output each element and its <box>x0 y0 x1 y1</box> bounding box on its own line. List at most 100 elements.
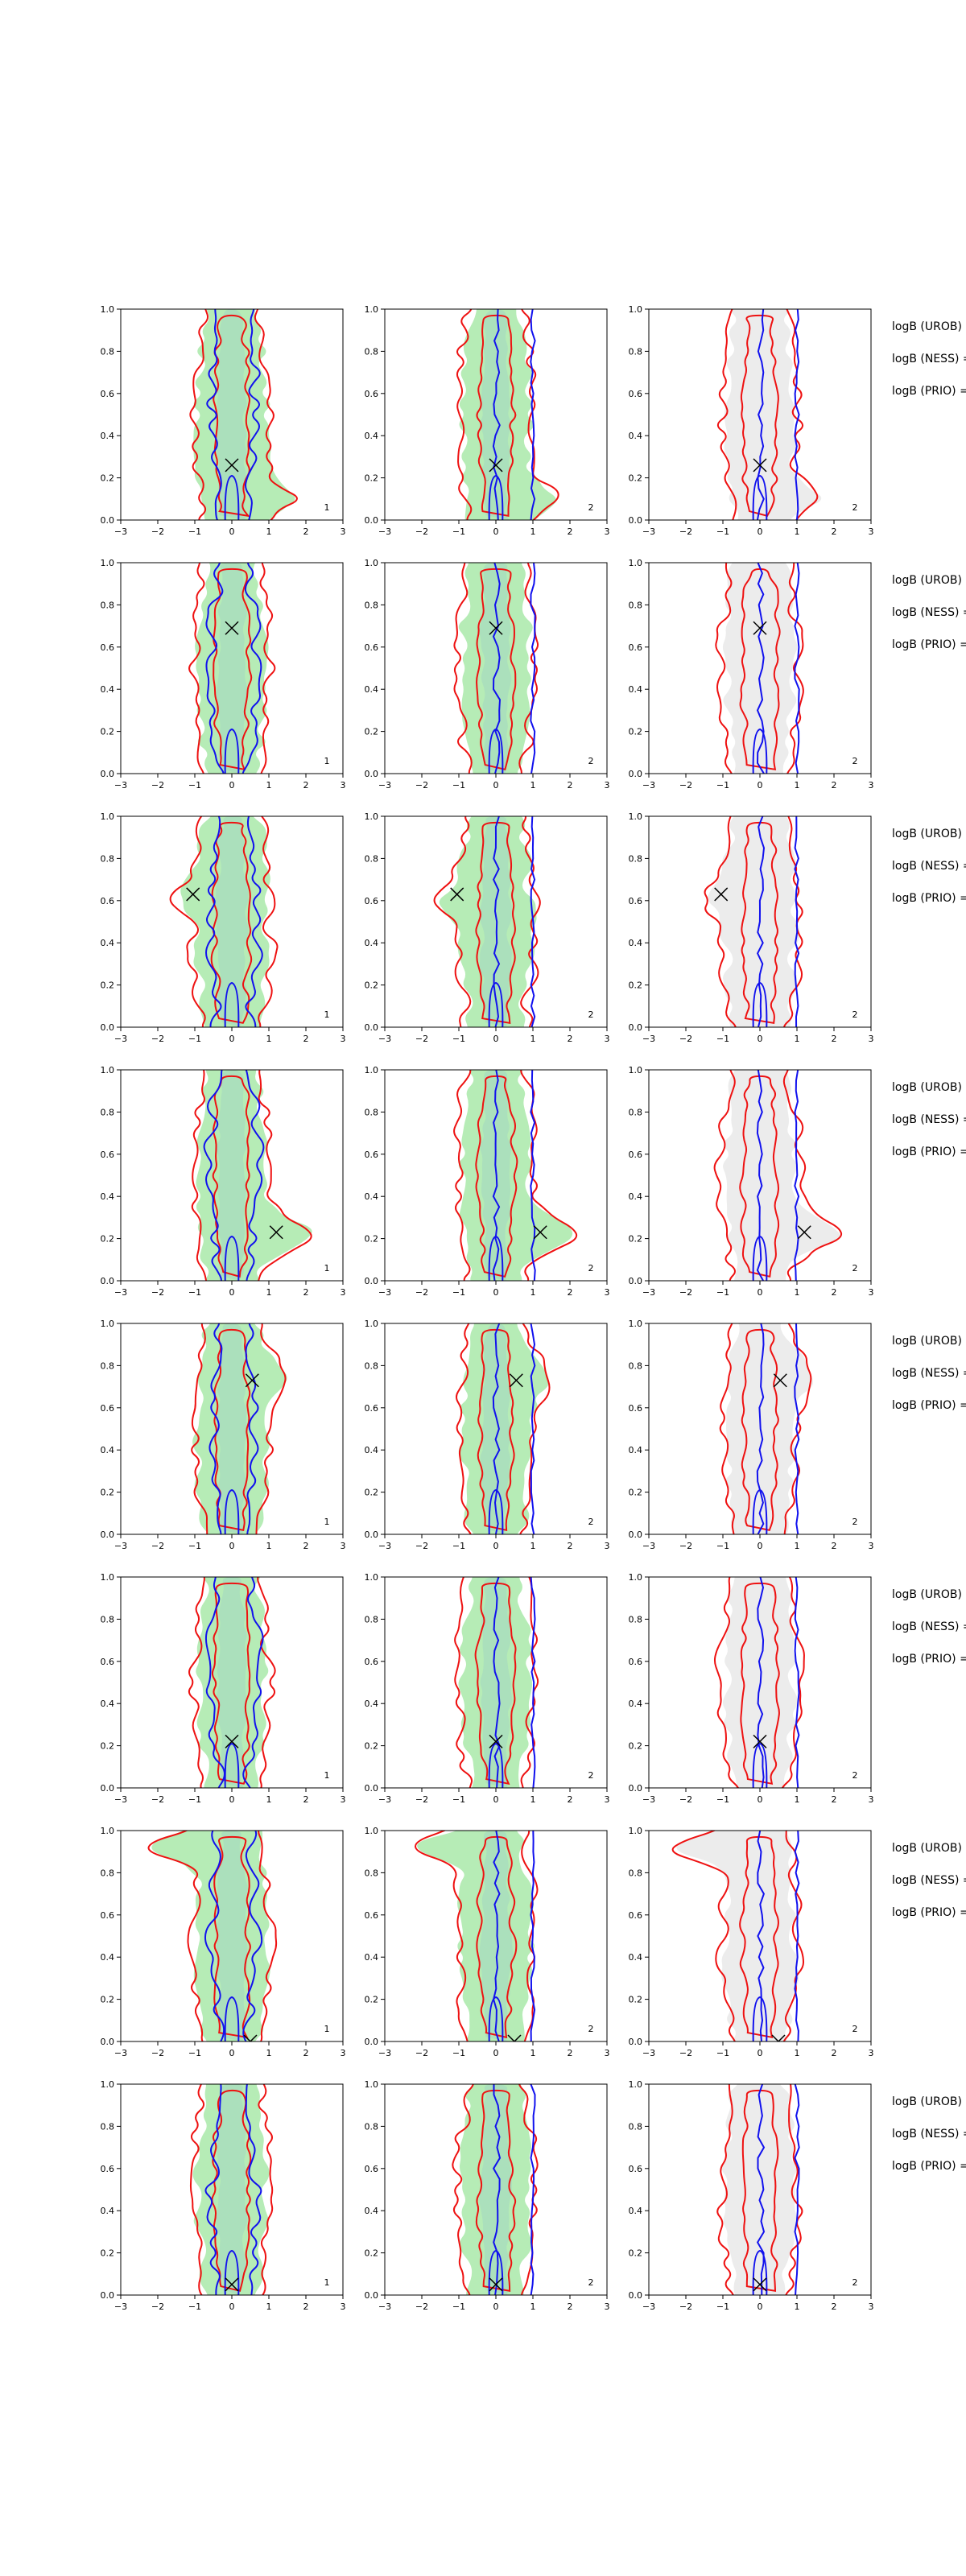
x-axis: −3 −2 −1 0 1 2 3 <box>642 520 874 537</box>
density-core <box>216 1577 247 1788</box>
blue-contour <box>203 1070 265 1281</box>
red-contour-outer <box>169 816 279 1027</box>
panel-r8-c2: −3 −2 −1 0 1 2 3 0.0 0.2 0.4 0.6 0.8 1.0 2 <box>365 2079 610 2312</box>
density-core <box>216 1831 248 2041</box>
x-tick-label: 1 <box>530 780 536 791</box>
density-region <box>724 309 822 520</box>
y-tick-label: 0.0 <box>101 2037 115 2047</box>
plot-area <box>452 2084 539 2295</box>
y-tick-label: 1.0 <box>101 2079 115 2090</box>
red-contour-inner <box>741 1328 779 1531</box>
x-tick-label: −3 <box>378 1541 391 1551</box>
panel-r2-c3: −3 −2 −1 0 1 2 3 0.0 0.2 0.4 0.6 0.8 1.0 2 <box>629 558 874 791</box>
plot-area <box>454 1577 539 1788</box>
red-contour-outer <box>189 309 298 520</box>
y-tick-label: 0.6 <box>629 1657 643 1667</box>
x-tick-label: 1 <box>266 780 272 791</box>
x-tick-label: 2 <box>832 1034 837 1044</box>
x-tick-label: −1 <box>716 780 729 791</box>
blue-contour-base <box>224 1996 240 2041</box>
x-marker <box>225 621 239 635</box>
blue-contour-right <box>794 816 800 1027</box>
density-core <box>216 1323 247 1534</box>
x-tick-label: 3 <box>605 780 610 791</box>
y-tick-label: 0.0 <box>629 1783 643 1794</box>
x-tick-label: 3 <box>869 2048 874 2058</box>
x-tick-label: 3 <box>605 2048 610 2058</box>
x-axis: −3 −2 −1 0 1 2 3 <box>114 520 346 537</box>
x-tick-label: 2 <box>568 526 573 537</box>
y-tick-label: 0.2 <box>629 1741 643 1752</box>
red-contour-inner <box>477 1328 515 1532</box>
x-tick-label: −3 <box>114 2048 127 2058</box>
plot-area <box>716 309 822 520</box>
red-contour-inner <box>474 1582 517 1785</box>
plot-area <box>713 1070 843 1281</box>
y-tick-label: 0.2 <box>365 1995 379 2005</box>
y-tick-label: 0.8 <box>101 600 115 610</box>
side-labels-row5: logB (UROB) = logB (NESS) = logB (PRIO) = <box>892 1335 966 1412</box>
logb-label: logB (PRIO) = <box>892 1399 966 1412</box>
x-tick-label: 0 <box>229 2048 235 2058</box>
x-axis: −3 −2 −1 0 1 2 3 <box>642 2295 874 2312</box>
y-tick-label: 0.2 <box>365 980 379 991</box>
x-tick-label: 1 <box>795 780 800 791</box>
x-axis: −3 −2 −1 0 1 2 3 <box>378 1027 610 1044</box>
x-tick-label: 1 <box>795 2301 800 2312</box>
blue-contour-base <box>224 1742 240 1788</box>
x-tick-label: 2 <box>832 1541 837 1551</box>
x-tick-label: 2 <box>568 1541 573 1551</box>
y-tick-label: 0.8 <box>365 2121 379 2132</box>
x-tick-label: −1 <box>188 780 201 791</box>
blue-contour <box>204 2084 262 2295</box>
y-tick-label: 0.2 <box>101 1741 115 1752</box>
x-tick-label: 3 <box>341 1287 346 1298</box>
x-tick-label: 2 <box>832 780 837 791</box>
panel-tag: 1 <box>324 2277 330 2288</box>
y-tick-label: 0.6 <box>365 2164 379 2174</box>
x-tick-label: −3 <box>114 780 127 791</box>
y-tick-label: 0.4 <box>101 2206 115 2216</box>
blue-contour <box>205 816 263 1027</box>
y-tick-label: 0.0 <box>101 1276 115 1286</box>
x-tick-label: −1 <box>452 1541 465 1551</box>
y-tick-label: 0.0 <box>365 769 379 779</box>
red-contour-inner <box>739 568 781 771</box>
panel-r7-c3: −3 −2 −1 0 1 2 3 0.0 0.2 0.4 0.6 0.8 1.0 2 <box>629 1826 874 2058</box>
x-marker <box>450 887 464 902</box>
x-tick-label: 3 <box>869 1287 874 1298</box>
y-tick-label: 0.4 <box>629 1952 643 1963</box>
red-contour-inner <box>739 1075 780 1278</box>
blue-contour-right <box>530 2084 536 2295</box>
x-axis: −3 −2 −1 0 1 2 3 <box>114 1027 346 1044</box>
panel-tag: 2 <box>852 1263 858 1274</box>
y-axis: 0.0 0.2 0.4 0.6 0.8 1.0 <box>365 1826 385 2047</box>
y-tick-label: 0.6 <box>365 642 379 653</box>
x-tick-label: −3 <box>642 1287 655 1298</box>
y-tick-label: 0.4 <box>101 1952 115 1963</box>
y-axis: 0.0 0.2 0.4 0.6 0.8 1.0 <box>629 304 649 526</box>
y-axis: 0.0 0.2 0.4 0.6 0.8 1.0 <box>101 558 121 779</box>
x-tick-label: 1 <box>530 1794 536 1805</box>
x-tick-label: 0 <box>229 2301 235 2312</box>
x-tick-label: 0 <box>493 1287 499 1298</box>
x-marker <box>245 1373 259 1388</box>
y-tick-label: 0.4 <box>101 1445 115 1455</box>
panel-r2-c2: −3 −2 −1 0 1 2 3 0.0 0.2 0.4 0.6 0.8 1.0 2 <box>365 558 610 791</box>
y-axis: 0.0 0.2 0.4 0.6 0.8 1.0 <box>629 558 649 779</box>
y-tick-label: 0.6 <box>101 1657 115 1667</box>
panel-r4-c3: −3 −2 −1 0 1 2 3 0.0 0.2 0.4 0.6 0.8 1.0 2 <box>629 1065 874 1298</box>
panel-r8-c3: −3 −2 −1 0 1 2 3 0.0 0.2 0.4 0.6 0.8 1.0 2 <box>629 2079 874 2312</box>
red-contour-outer <box>188 563 276 774</box>
panel-r1-c3: −3 −2 −1 0 1 2 3 0.0 0.2 0.4 0.6 0.8 1.0 2 <box>629 304 874 537</box>
y-tick-label: 1.0 <box>629 1826 643 1836</box>
blue-contour-center <box>757 1831 765 2041</box>
x-tick-label: −1 <box>452 526 465 537</box>
panel-tag: 2 <box>852 1009 858 1020</box>
logb-label: logB (NESS) = <box>892 353 966 365</box>
panel-tag: 2 <box>588 1770 594 1781</box>
x-tick-label: 3 <box>869 1034 874 1044</box>
y-tick-label: 1.0 <box>629 2079 643 2090</box>
side-labels-row6: logB (UROB) = logB (NESS) = logB (PRIO) = <box>892 1588 966 1666</box>
x-marker <box>225 458 239 473</box>
